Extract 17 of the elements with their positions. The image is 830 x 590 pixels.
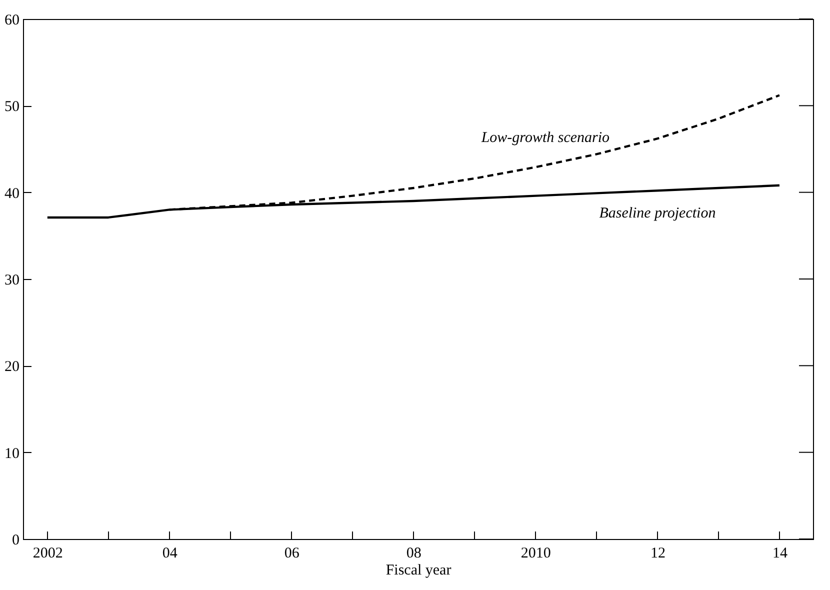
x-tick-label: 04: [162, 546, 178, 562]
x-tick-label: 12: [650, 546, 666, 562]
y-tick-label: 40: [4, 186, 20, 202]
y-tick-label: 0: [12, 532, 20, 548]
y-tick-label: 50: [4, 99, 20, 116]
y-tick-label: 30: [4, 272, 20, 288]
series-label: Baseline projection: [599, 206, 716, 222]
series-label: Low-growth scenario: [480, 130, 610, 146]
y-tick-label: 60: [4, 12, 20, 28]
y-tick-label: 20: [4, 359, 20, 376]
x-tick-label: 14: [772, 546, 788, 562]
x-tick-label: 2010: [520, 546, 551, 562]
x-tick-label: 08: [406, 546, 422, 562]
x-axis-title: Fiscal year: [386, 562, 452, 578]
x-tick-label: 2002: [32, 546, 63, 562]
x-tick-label: 06: [284, 546, 300, 562]
y-tick-label: 10: [4, 446, 20, 462]
